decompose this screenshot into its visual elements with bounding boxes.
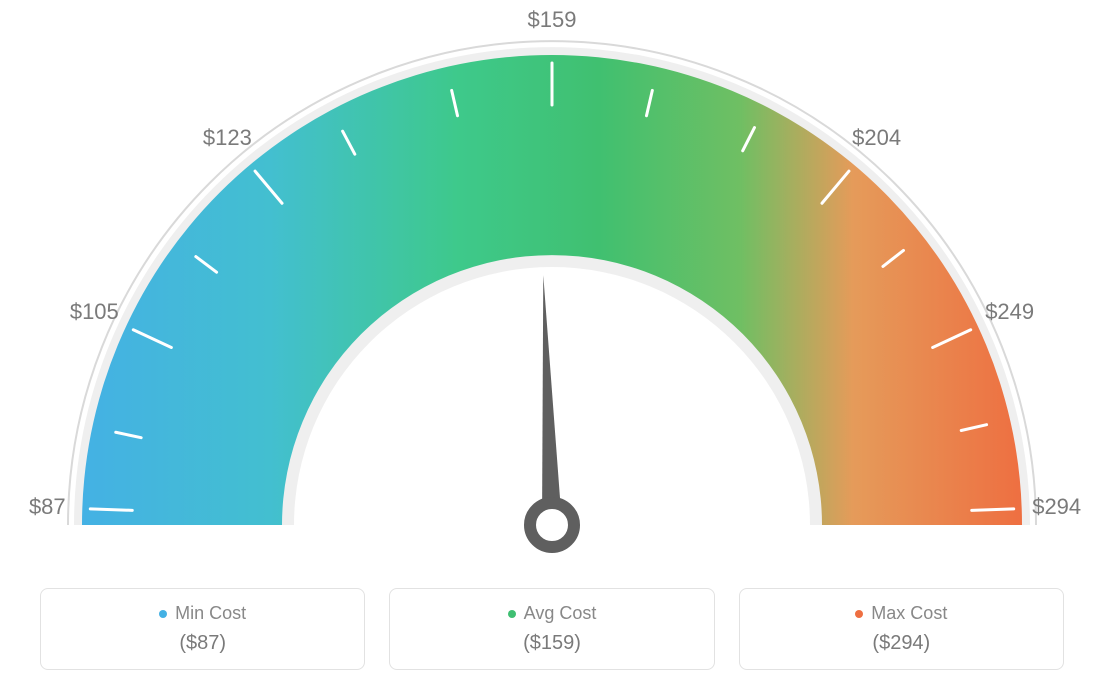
avg-cost-label: Avg Cost [524,603,597,624]
gauge-tick-label: $204 [852,125,901,151]
min-cost-card: Min Cost ($87) [40,588,365,670]
gauge-tick-label: $249 [985,299,1034,325]
gauge-tick-label: $123 [203,125,252,151]
gauge-svg [0,0,1104,560]
max-cost-title: Max Cost [855,603,947,624]
avg-cost-card: Avg Cost ($159) [389,588,714,670]
max-cost-value: ($294) [740,632,1063,655]
min-cost-title: Min Cost [159,603,246,624]
summary-cards: Min Cost ($87) Avg Cost ($159) Max Cost … [40,588,1064,670]
gauge-tick-label: $105 [70,299,119,325]
min-cost-dot [159,610,167,618]
max-cost-label: Max Cost [871,603,947,624]
avg-cost-value: ($159) [390,632,713,655]
avg-cost-title: Avg Cost [508,603,597,624]
min-cost-label: Min Cost [175,603,246,624]
max-cost-dot [855,610,863,618]
gauge-tick-label: $294 [1032,494,1081,520]
gauge-chart: $87 $105 $123 $159 $204 $249 $294 [0,0,1104,560]
min-cost-value: ($87) [41,632,364,655]
max-cost-card: Max Cost ($294) [739,588,1064,670]
avg-cost-dot [508,610,516,618]
gauge-tick-label: $159 [528,7,577,33]
gauge-tick-label: $87 [29,494,66,520]
